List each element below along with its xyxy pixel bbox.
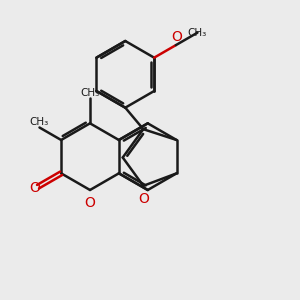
Text: CH₃: CH₃ <box>188 28 207 38</box>
Text: CH₃: CH₃ <box>80 88 100 98</box>
Text: O: O <box>85 196 95 210</box>
Text: O: O <box>29 181 40 195</box>
Text: O: O <box>138 192 149 206</box>
Text: CH₃: CH₃ <box>30 117 49 127</box>
Text: O: O <box>171 29 182 44</box>
